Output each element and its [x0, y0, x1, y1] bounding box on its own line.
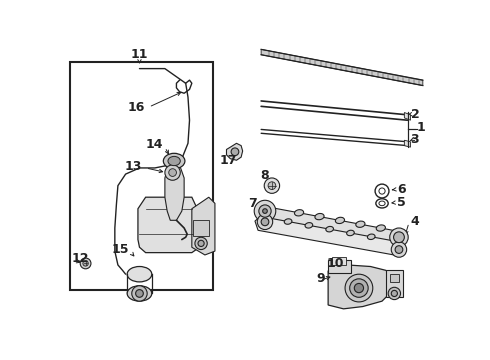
Circle shape: [264, 178, 280, 193]
Circle shape: [80, 258, 91, 269]
Circle shape: [83, 261, 88, 266]
Text: 9: 9: [317, 272, 325, 285]
Text: 6: 6: [397, 183, 406, 196]
Ellipse shape: [376, 225, 386, 231]
Bar: [70, 62, 213, 289]
Bar: [328, 260, 351, 273]
Circle shape: [195, 237, 207, 249]
Text: 4: 4: [411, 215, 419, 228]
Ellipse shape: [168, 156, 180, 166]
Polygon shape: [260, 206, 404, 244]
Circle shape: [136, 289, 144, 297]
Ellipse shape: [294, 210, 304, 216]
Text: 8: 8: [261, 169, 270, 182]
Text: 5: 5: [397, 196, 406, 209]
Circle shape: [375, 184, 389, 198]
Ellipse shape: [368, 234, 375, 239]
Ellipse shape: [346, 230, 354, 236]
Circle shape: [259, 205, 271, 217]
Polygon shape: [261, 49, 423, 86]
Text: 12: 12: [72, 252, 89, 265]
Text: 17: 17: [220, 154, 237, 167]
Text: 1: 1: [416, 121, 425, 134]
Text: 15: 15: [111, 243, 129, 256]
Circle shape: [169, 169, 176, 176]
Bar: [194, 220, 209, 236]
Circle shape: [231, 148, 239, 156]
Circle shape: [261, 218, 269, 226]
Ellipse shape: [356, 221, 365, 228]
Circle shape: [254, 200, 276, 222]
Ellipse shape: [326, 226, 334, 232]
Circle shape: [198, 240, 204, 247]
Circle shape: [395, 246, 403, 253]
Text: 16: 16: [127, 100, 145, 114]
Ellipse shape: [127, 286, 152, 301]
Circle shape: [392, 242, 407, 257]
Text: 14: 14: [145, 138, 163, 151]
Circle shape: [392, 291, 397, 297]
Ellipse shape: [127, 266, 152, 282]
Bar: [386, 270, 403, 297]
Circle shape: [350, 279, 368, 297]
Polygon shape: [138, 197, 199, 253]
Polygon shape: [165, 165, 184, 220]
Polygon shape: [255, 216, 403, 256]
Polygon shape: [226, 143, 243, 160]
Text: 7: 7: [248, 197, 257, 210]
Bar: [390, 274, 399, 282]
Circle shape: [132, 286, 147, 301]
Ellipse shape: [163, 153, 185, 169]
Circle shape: [379, 188, 385, 194]
Bar: [332, 257, 346, 265]
Circle shape: [390, 228, 408, 247]
Circle shape: [388, 287, 400, 300]
Circle shape: [165, 165, 180, 180]
Polygon shape: [404, 112, 411, 120]
Ellipse shape: [284, 219, 292, 224]
Circle shape: [345, 274, 373, 302]
Circle shape: [354, 283, 364, 293]
Ellipse shape: [376, 199, 388, 208]
Text: 2: 2: [411, 108, 419, 121]
Polygon shape: [192, 197, 215, 255]
Polygon shape: [404, 140, 411, 147]
Circle shape: [257, 214, 273, 230]
Ellipse shape: [315, 213, 324, 220]
Ellipse shape: [305, 222, 313, 228]
Ellipse shape: [379, 201, 385, 206]
Text: 3: 3: [411, 133, 419, 146]
Text: 11: 11: [131, 48, 148, 61]
Ellipse shape: [335, 217, 344, 224]
Circle shape: [393, 232, 404, 243]
Circle shape: [263, 209, 268, 213]
Polygon shape: [328, 265, 395, 309]
Text: 10: 10: [327, 257, 344, 270]
Text: 13: 13: [124, 160, 142, 173]
Circle shape: [268, 182, 276, 189]
